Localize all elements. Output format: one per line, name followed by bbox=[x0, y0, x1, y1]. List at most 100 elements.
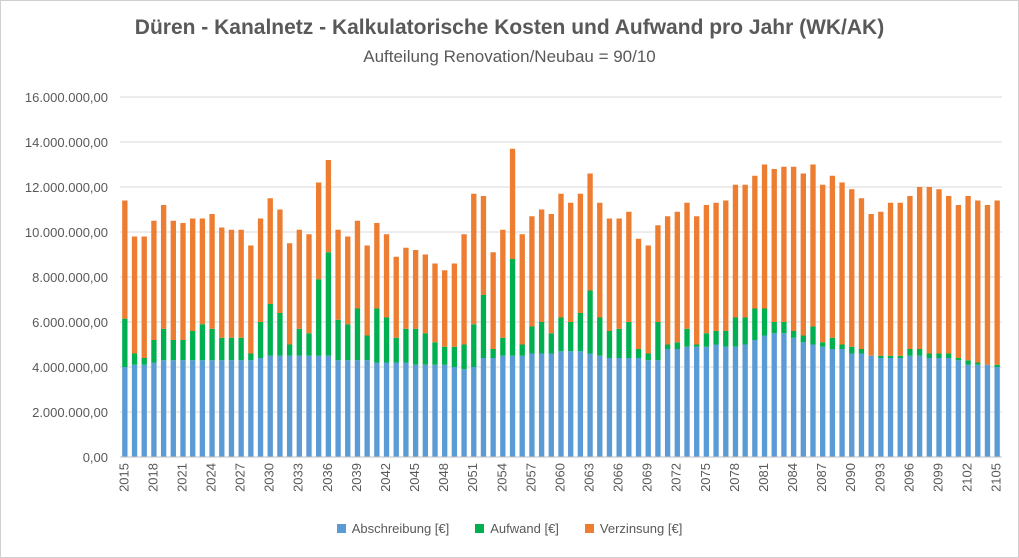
bar-segment-aufwand bbox=[461, 344, 467, 370]
bar-segment-verzinsung bbox=[170, 220, 176, 340]
bar-segment-aufwand bbox=[267, 304, 273, 356]
bar-segment-verzinsung bbox=[674, 211, 680, 343]
bar-segment-verzinsung bbox=[616, 218, 622, 329]
x-tick-label: 2099 bbox=[930, 463, 945, 492]
legend-swatch bbox=[475, 524, 485, 533]
bar-segment-verzinsung bbox=[800, 173, 806, 336]
bar-segment-aufwand bbox=[374, 308, 380, 363]
bar-segment-verzinsung bbox=[820, 184, 826, 343]
bar-segment-verzinsung bbox=[160, 205, 167, 329]
bar-segment-aufwand bbox=[723, 331, 729, 347]
bar-segment-aufwand bbox=[684, 328, 690, 347]
bar-segment-verzinsung bbox=[568, 202, 574, 322]
bar-segment-aufwand bbox=[209, 328, 215, 361]
bar-segment-aufwand bbox=[345, 324, 351, 361]
bar-segment-aufwand bbox=[277, 313, 283, 356]
bar-segment-abschreibung bbox=[752, 340, 758, 457]
bar-segment-verzinsung bbox=[422, 254, 428, 334]
bar-segment-aufwand bbox=[383, 317, 390, 363]
bar-segment-abschreibung bbox=[199, 360, 206, 457]
bar-segment-aufwand bbox=[160, 328, 167, 361]
legend-label: Verzinsung [€] bbox=[599, 521, 683, 536]
bar-segment-abschreibung bbox=[674, 349, 680, 457]
bar-segment-verzinsung bbox=[335, 229, 341, 320]
bar-segment-abschreibung bbox=[403, 362, 409, 457]
bar-segment-abschreibung bbox=[587, 353, 593, 457]
bar-segment-abschreibung bbox=[509, 355, 516, 457]
bar-segment-verzinsung bbox=[752, 175, 758, 309]
x-tick-label: 2060 bbox=[552, 463, 567, 492]
bar-segment-aufwand bbox=[354, 308, 361, 361]
bar-segment-verzinsung bbox=[994, 200, 1000, 365]
bar-segment-verzinsung bbox=[742, 184, 748, 318]
bar-segment-aufwand bbox=[626, 322, 632, 358]
x-tick-label: 2069 bbox=[640, 463, 655, 492]
bar-segment-abschreibung bbox=[374, 362, 380, 457]
bar-segment-aufwand bbox=[577, 313, 584, 352]
y-tick-label: 0,00 bbox=[83, 450, 108, 465]
bar-segment-abschreibung bbox=[141, 364, 147, 457]
bar-segment-aufwand bbox=[635, 349, 642, 358]
bar-segment-abschreibung bbox=[325, 355, 332, 457]
bar-segment-aufwand bbox=[732, 317, 739, 347]
x-tick-label: 2072 bbox=[669, 463, 684, 492]
bar-segment-aufwand bbox=[257, 322, 264, 358]
bar-segment-verzinsung bbox=[490, 252, 496, 349]
x-tick-label: 2039 bbox=[349, 463, 364, 492]
bar-segment-aufwand bbox=[422, 333, 428, 365]
bar-segment-abschreibung bbox=[160, 360, 167, 457]
bar-segment-verzinsung bbox=[374, 223, 380, 309]
bar-segment-abschreibung bbox=[393, 362, 399, 457]
bar-segment-verzinsung bbox=[286, 243, 293, 345]
bar-segment-verzinsung bbox=[442, 270, 448, 347]
bar-segment-verzinsung bbox=[519, 234, 525, 345]
bar-segment-verzinsung bbox=[345, 236, 351, 325]
bar-segment-abschreibung bbox=[926, 358, 932, 457]
bar-segment-aufwand bbox=[568, 322, 574, 352]
bar-segment-verzinsung bbox=[248, 245, 254, 354]
x-tick-label: 2048 bbox=[436, 463, 451, 492]
bar-segment-abschreibung bbox=[713, 344, 719, 457]
bar-segment-verzinsung bbox=[403, 247, 409, 329]
bar-segment-verzinsung bbox=[694, 216, 700, 345]
y-tick-label: 12.000.000,00 bbox=[25, 180, 108, 195]
bar-segment-aufwand bbox=[286, 344, 293, 356]
bar-segment-abschreibung bbox=[946, 358, 952, 457]
bar-segment-verzinsung bbox=[354, 220, 361, 309]
bar-segment-aufwand bbox=[122, 318, 128, 367]
legend-swatch bbox=[584, 524, 594, 533]
bar-segment-aufwand bbox=[664, 344, 671, 349]
bar-segment-abschreibung bbox=[296, 355, 302, 457]
x-tick-label: 2051 bbox=[465, 463, 480, 492]
bar-segment-aufwand bbox=[509, 259, 516, 356]
bar-segment-abschreibung bbox=[548, 353, 554, 457]
bar-segment-aufwand bbox=[946, 353, 952, 358]
bar-segment-abschreibung bbox=[878, 358, 884, 457]
bar-segment-aufwand bbox=[713, 331, 719, 345]
legend-item-verzinsung: Verzinsung [€] bbox=[584, 521, 683, 536]
bar-segment-verzinsung bbox=[955, 205, 962, 358]
bar-segment-verzinsung bbox=[141, 236, 147, 358]
bar-segment-aufwand bbox=[451, 346, 458, 367]
bar-segment-aufwand bbox=[820, 342, 826, 347]
bar-segment-abschreibung bbox=[151, 362, 157, 457]
bar-segment-abschreibung bbox=[442, 364, 448, 457]
bar-segment-aufwand bbox=[790, 331, 797, 338]
bar-segment-aufwand bbox=[645, 353, 651, 361]
bar-segment-aufwand bbox=[994, 364, 1000, 367]
bar-segment-verzinsung bbox=[451, 263, 458, 347]
bar-segment-verzinsung bbox=[122, 200, 128, 319]
bar-segment-aufwand bbox=[975, 362, 981, 365]
x-tick-label: 2105 bbox=[989, 463, 1004, 492]
x-tick-label: 2027 bbox=[233, 463, 248, 492]
bar-segment-abschreibung bbox=[936, 358, 942, 457]
bar-segment-aufwand bbox=[364, 335, 370, 361]
bar-segment-aufwand bbox=[170, 340, 176, 361]
bar-segment-verzinsung bbox=[655, 225, 661, 322]
bar-segment-aufwand bbox=[335, 319, 341, 361]
bar-segment-abschreibung bbox=[267, 355, 273, 457]
bar-segment-abschreibung bbox=[461, 369, 467, 457]
x-tick-label: 2093 bbox=[872, 463, 887, 492]
bar-segment-abschreibung bbox=[490, 358, 496, 457]
bar-segment-aufwand bbox=[936, 353, 942, 358]
